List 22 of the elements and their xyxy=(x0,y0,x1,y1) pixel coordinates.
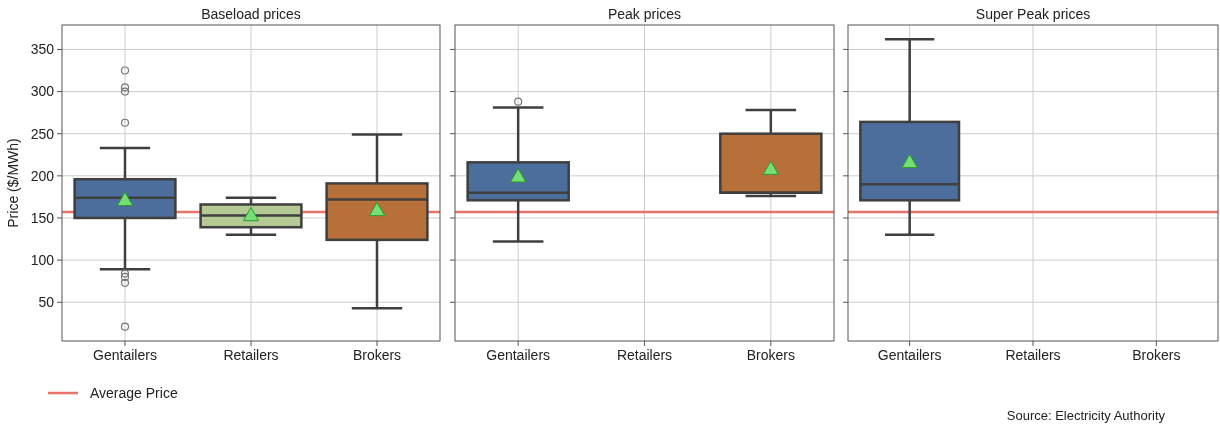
y-axis-title: Price ($/MWh) xyxy=(5,138,21,228)
x-tick-label: Brokers xyxy=(1132,347,1181,363)
x-tick-label: Retailers xyxy=(223,347,279,363)
y-tick-label: 200 xyxy=(30,167,55,184)
y-tick-label: 150 xyxy=(30,209,55,226)
x-tick-label: Brokers xyxy=(352,347,402,363)
y-tick-label: 300 xyxy=(30,83,55,100)
chart-title: Super Peak prices xyxy=(975,6,1091,22)
x-tick-label: Gentailers xyxy=(877,347,942,363)
y-tick-label: 100 xyxy=(30,252,55,268)
y-tick-label: 250 xyxy=(30,125,55,142)
x-tick-label: Retailers xyxy=(1005,347,1061,363)
chart-title: Baseload prices xyxy=(201,6,301,22)
x-tick-label: Retailers xyxy=(616,347,673,363)
x-tick-label: Gentailers xyxy=(486,347,551,363)
legend-label: Average Price xyxy=(90,384,178,401)
x-tick-label: Brokers xyxy=(746,347,795,363)
source-note: Source: Electricity Authority xyxy=(1006,408,1166,423)
x-tick-label: Gentailers xyxy=(93,347,157,363)
y-tick-label: 50 xyxy=(38,294,55,311)
y-tick-label: 350 xyxy=(30,41,55,58)
chart-title: Peak prices xyxy=(607,6,682,22)
